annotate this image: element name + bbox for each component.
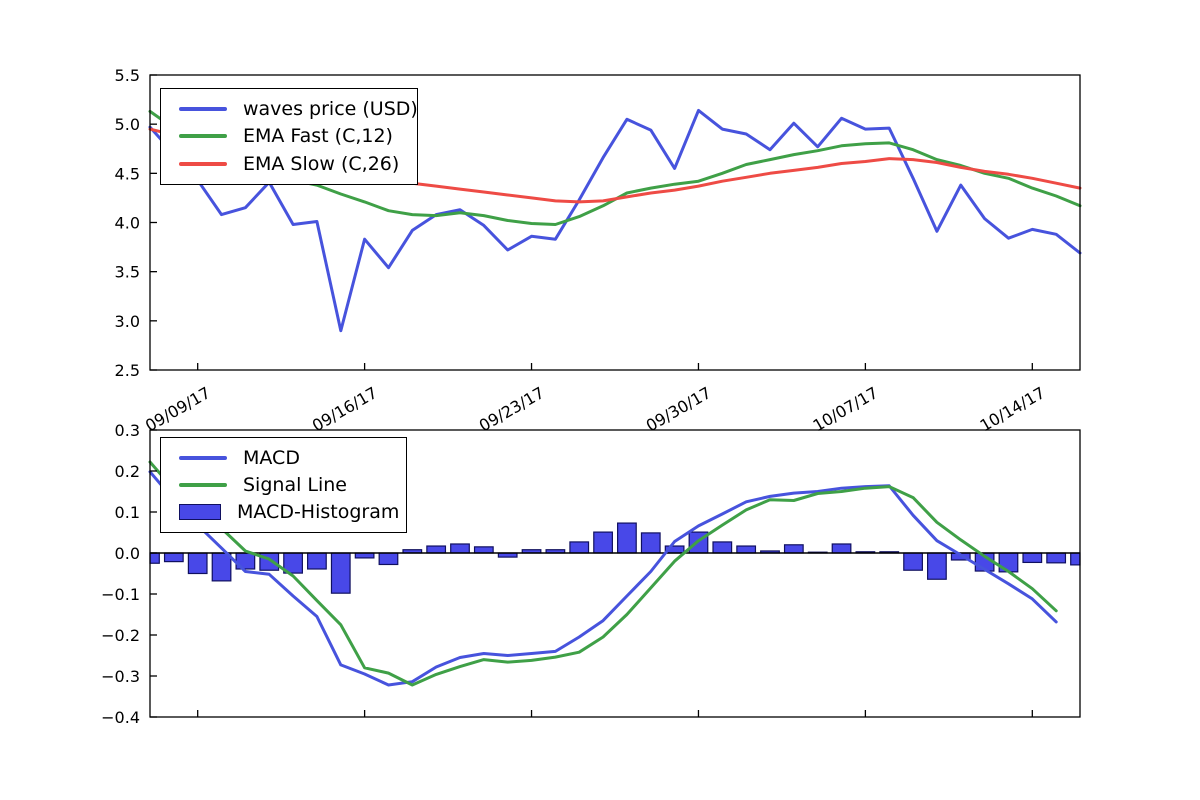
legend-price-panel: waves price (USD) EMA Fast (C,12) EMA Sl… [160, 88, 418, 185]
macd-histogram-bar [307, 552, 327, 570]
y-tick-label: −0.2 [101, 626, 140, 645]
y-tick-label: 0.0 [115, 544, 140, 563]
macd-panel-frame [149, 429, 1081, 718]
legend-item-waves-price: waves price (USD) [171, 98, 418, 120]
series-line-waves-price-usd- [148, 108, 1082, 333]
y-tick-label: 0.2 [115, 462, 140, 481]
x-tick-label: 09/30/17 [643, 383, 715, 435]
y-tick-label: 4.0 [115, 214, 140, 233]
series-line-macd [148, 470, 1058, 687]
signal-line-swatch [179, 482, 227, 487]
macd-histogram-bar [712, 541, 733, 554]
macd-line-swatch [179, 455, 227, 460]
x-tick-label: 10/14/17 [977, 383, 1049, 435]
x-tick-label: 09/09/17 [142, 383, 214, 435]
y-tick-label: 3.0 [115, 312, 140, 331]
legend-item-macd-histogram: MACD-Histogram [171, 501, 400, 524]
y-tick-label: 5.5 [115, 66, 140, 85]
macd-histogram-bar [187, 552, 208, 575]
macd-histogram-bar [1046, 552, 1067, 564]
x-tick-label: 09/16/17 [309, 383, 381, 435]
y-tick-label: 0.3 [115, 421, 140, 440]
macd-histogram-bar [163, 552, 184, 563]
legend-label-macd: MACD [243, 446, 300, 469]
macd-histogram-bar [617, 522, 637, 554]
y-tick-label: −0.1 [101, 585, 140, 604]
legend-label-macd-histogram: MACD-Histogram [237, 501, 400, 524]
macd-histogram-bar [783, 544, 804, 554]
macd-histogram-bar [330, 552, 351, 594]
macd-histogram-bar [450, 543, 470, 554]
y-tick-label: 5.0 [115, 115, 140, 134]
y-tick-label: 0.1 [115, 503, 140, 522]
y-tick-label: −0.4 [101, 708, 140, 727]
macd-histogram-swatch [179, 504, 221, 521]
macd-histogram-bar [473, 546, 494, 554]
x-tick-label: 10/07/17 [810, 383, 882, 435]
y-tick-label: 2.5 [115, 361, 140, 380]
macd-histogram-bar [1070, 552, 1081, 566]
ema-slow-line-swatch [179, 162, 227, 167]
macd-histogram-bar [569, 541, 590, 554]
ema-fast-line-swatch [179, 134, 227, 139]
price-line-swatch [179, 106, 227, 111]
macd-histogram-bar [640, 532, 661, 554]
legend-item-macd: MACD [171, 447, 396, 469]
legend-label-waves-price: waves price (USD) [243, 97, 418, 120]
legend-label-signal: Signal Line [243, 473, 347, 496]
macd-histogram-bar [903, 552, 923, 571]
macd-histogram-bar [149, 552, 160, 564]
legend-macd-panel: MACD Signal Line MACD-Histogram [160, 437, 407, 533]
legend-item-signal: Signal Line [171, 474, 396, 496]
y-tick-label: 3.5 [115, 263, 140, 282]
y-tick-label: −0.3 [101, 667, 140, 686]
macd-histogram-bar [736, 545, 757, 554]
macd-histogram-bar [378, 552, 399, 566]
legend-label-ema-slow: EMA Slow (C,26) [243, 153, 400, 176]
macd-histogram-bar [831, 543, 852, 554]
macd-histogram-bar [593, 531, 613, 554]
y-tick-label: 4.5 [115, 164, 140, 183]
x-tick-label: 09/23/17 [476, 383, 548, 435]
macd-histogram-bar [426, 545, 447, 554]
legend-item-ema-fast: EMA Fast (C,12) [171, 125, 407, 147]
series-line-signal-line [148, 460, 1058, 687]
macd-histogram-bar [1022, 552, 1043, 564]
legend-label-ema-fast: EMA Fast (C,12) [243, 125, 393, 148]
macd-histogram-bar [354, 552, 375, 559]
macd-histogram-bar [927, 552, 947, 580]
legend-item-ema-slow: EMA Slow (C,26) [171, 153, 407, 175]
macd-histogram-bar [211, 552, 232, 582]
